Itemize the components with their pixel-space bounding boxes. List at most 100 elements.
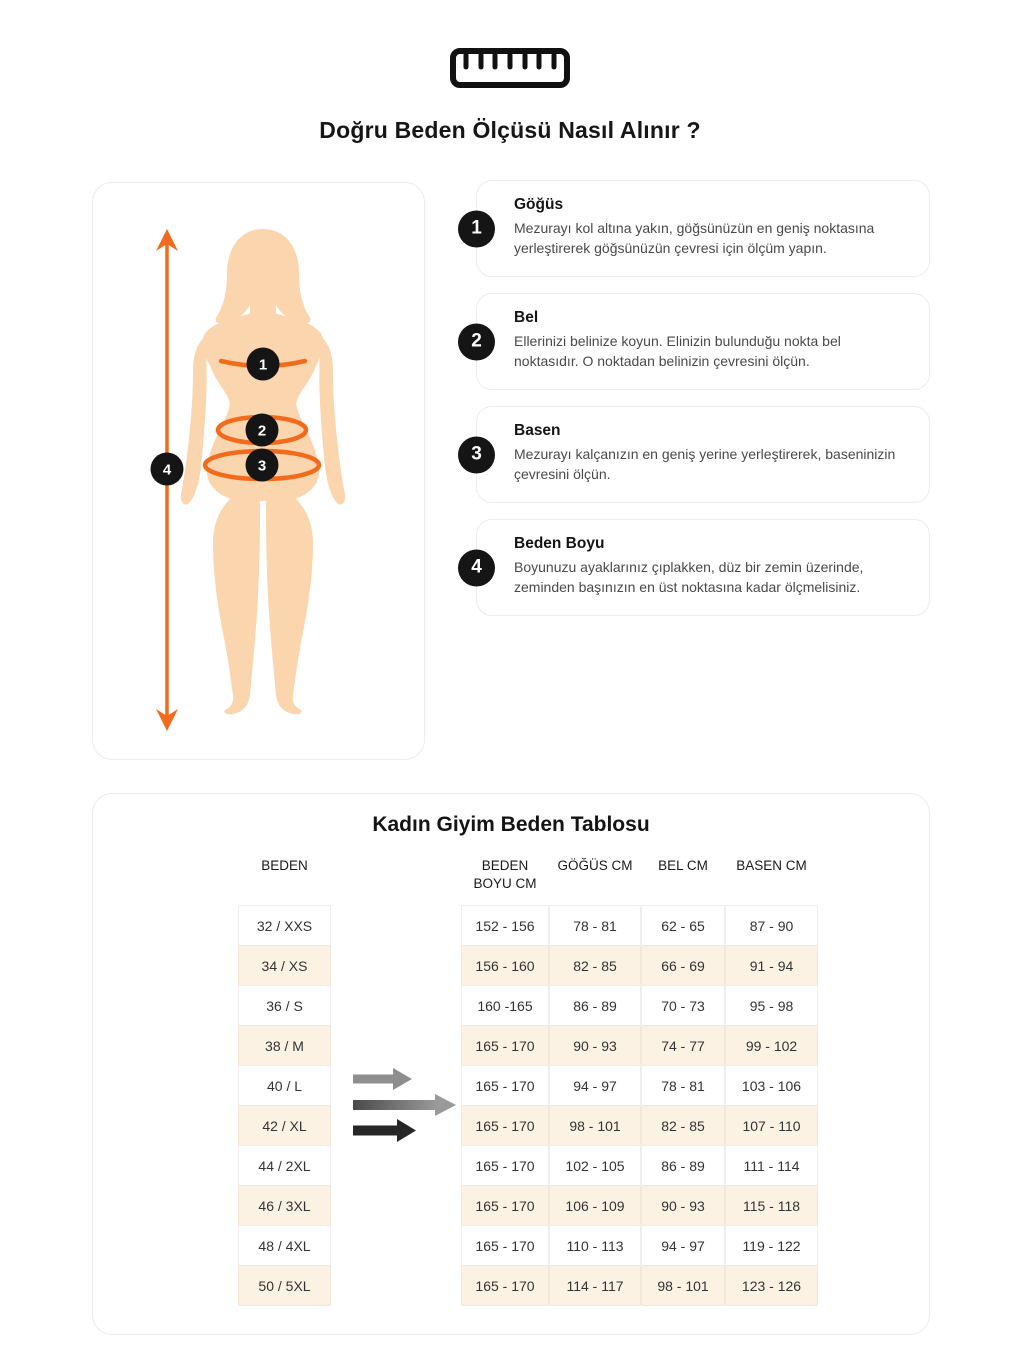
table-cell: 94 - 97 (641, 1225, 725, 1266)
size-table-card: Kadın Giyim Beden Tablosu BEDEN BEDEN BOY… (92, 793, 930, 1335)
table-cell: 78 - 81 (549, 905, 641, 946)
table-cell: 107 - 110 (725, 1105, 818, 1146)
table-cell: 119 - 122 (725, 1225, 818, 1266)
instruction-card: 4 Beden Boyu Boyunuzu ayaklarınız çıplak… (458, 519, 930, 616)
table-cell: 99 - 102 (725, 1025, 818, 1066)
table-rows: 32 / XXS 152 - 156 78 - 81 62 - 65 87 - 90 34… (238, 905, 818, 1306)
table-cell: 87 - 90 (725, 905, 818, 946)
instruction-card: 1 Göğüs Mezurayı kol altına yakın, göğsü… (458, 180, 930, 277)
instruction-card: 3 Basen Mezurayı kalçanızın en geniş yer… (458, 406, 930, 503)
instruction-description: Ellerinizi belinize koyun. Elinizin bulu… (514, 333, 841, 370)
table-cell: 165 - 170 (461, 1225, 549, 1266)
table-cell: 82 - 85 (641, 1105, 725, 1146)
column-header: GÖĞÜS CM (557, 858, 633, 873)
table-cell: 165 - 170 (461, 1185, 549, 1226)
table-cell: 111 - 114 (725, 1145, 818, 1186)
table-row: 42 / XL 165 - 170 98 - 101 82 - 85 107 - 110 (238, 1105, 818, 1146)
table-cell: 98 - 101 (549, 1105, 641, 1146)
table-cell: 103 - 106 (725, 1065, 818, 1106)
page-title: Doğru Beden Ölçüsü Nasıl Alınır ? (319, 117, 701, 143)
table-row: 38 / M 165 - 170 90 - 93 74 - 77 99 - 102 (238, 1025, 818, 1066)
table-row: 34 / XS 156 - 160 82 - 85 66 - 69 91 - 94 (238, 945, 818, 986)
table-cell: 156 - 160 (461, 945, 549, 986)
table-header-row: BEDEN BEDEN BOYU CM GÖĞÜS CM BEL CM BASEN CM (238, 857, 818, 895)
table-row: 48 / 4XL 165 - 170 110 - 113 94 - 97 119 - 1… (238, 1225, 818, 1266)
size-table-title: Kadın Giyim Beden Tablosu (372, 813, 650, 836)
instruction-number-badge: 4 (458, 549, 495, 586)
size-pointer-arrows-icon (351, 1068, 461, 1147)
instruction-description: Mezurayı kol altına yakın, göğsünüzün en… (514, 220, 875, 257)
body-figure-card: 1 2 3 4 (92, 182, 425, 760)
table-cell: 165 - 170 (461, 1025, 549, 1066)
table-cell: 66 - 69 (641, 945, 725, 986)
table-cell: 50 / 5XL (238, 1265, 331, 1306)
table-cell: 38 / M (238, 1025, 331, 1066)
figure-marker-3: 3 (258, 458, 266, 475)
table-cell: 62 - 65 (641, 905, 725, 946)
table-cell: 160 -165 (461, 985, 549, 1026)
table-cell: 95 - 98 (725, 985, 818, 1026)
table-cell: 34 / XS (238, 945, 331, 986)
table-cell: 32 / XXS (238, 905, 331, 946)
table-cell: 102 - 105 (549, 1145, 641, 1186)
table-spacer-cell (331, 1145, 461, 1186)
instruction-title: Göğüs (514, 196, 564, 213)
table-spacer-cell (331, 1225, 461, 1266)
table-row: 50 / 5XL 165 - 170 114 - 117 98 - 101 123 - … (238, 1265, 818, 1306)
figure-marker-2: 2 (258, 423, 266, 440)
table-row: 44 / 2XL 165 - 170 102 - 105 86 - 89 111 - 1… (238, 1145, 818, 1186)
table-cell: 152 - 156 (461, 905, 549, 946)
column-header: BEL CM (658, 858, 708, 873)
instruction-title: Beden Boyu (514, 535, 605, 552)
table-cell: 165 - 170 (461, 1065, 549, 1106)
table-cell: 44 / 2XL (238, 1145, 331, 1186)
table-cell: 90 - 93 (641, 1185, 725, 1226)
table-cell: 123 - 126 (725, 1265, 818, 1306)
table-spacer-cell (331, 905, 461, 946)
table-cell: 40 / L (238, 1065, 331, 1106)
table-cell: 98 - 101 (641, 1265, 725, 1306)
table-cell: 70 - 73 (641, 985, 725, 1026)
column-header: BEDEN BOYU CM (473, 858, 537, 892)
table-cell: 86 - 89 (641, 1145, 725, 1186)
size-table: BEDEN BEDEN BOYU CM GÖĞÜS CM BEL CM BASEN CM… (238, 857, 818, 1306)
instruction-title: Basen (514, 422, 561, 439)
table-row: 36 / S 160 -165 86 - 89 70 - 73 95 - 98 (238, 985, 818, 1026)
table-cell: 46 / 3XL (238, 1185, 331, 1226)
table-cell: 165 - 170 (461, 1265, 549, 1306)
instruction-cards: 1 Göğüs Mezurayı kol altına yakın, göğsü… (458, 180, 930, 616)
table-cell: 106 - 109 (549, 1185, 641, 1226)
instruction-number-badge: 2 (458, 323, 495, 360)
table-cell: 42 / XL (238, 1105, 331, 1146)
figure-marker-4: 4 (163, 462, 172, 479)
table-row: 32 / XXS 152 - 156 78 - 81 62 - 65 87 - 90 (238, 905, 818, 946)
table-cell: 114 - 117 (549, 1265, 641, 1306)
table-spacer-cell (331, 1265, 461, 1306)
table-cell: 91 - 94 (725, 945, 818, 986)
table-cell: 82 - 85 (549, 945, 641, 986)
instruction-card: 2 Bel Ellerinizi belinize koyun. Elinizi… (458, 293, 930, 390)
table-cell: 86 - 89 (549, 985, 641, 1026)
instruction-number-badge: 1 (458, 210, 495, 247)
instruction-title: Bel (514, 309, 539, 326)
ruler-icon (0, 47, 1020, 89)
instruction-description: Boyunuzu ayaklarınız çıplakken, düz bir … (514, 559, 864, 596)
table-spacer-cell (331, 1185, 461, 1226)
table-cell: 90 - 93 (549, 1025, 641, 1066)
column-header: BEDEN (261, 858, 308, 873)
table-cell: 110 - 113 (549, 1225, 641, 1266)
table-cell: 78 - 81 (641, 1065, 725, 1106)
table-cell: 74 - 77 (641, 1025, 725, 1066)
column-header: BASEN CM (736, 858, 807, 873)
figure-marker-1: 1 (259, 357, 267, 374)
table-cell: 165 - 170 (461, 1145, 549, 1186)
table-cell: 115 - 118 (725, 1185, 818, 1226)
body-measurement-figure-icon: 1 2 3 4 (150, 229, 346, 731)
table-cell: 165 - 170 (461, 1105, 549, 1146)
table-spacer-cell (331, 945, 461, 986)
table-row: 46 / 3XL 165 - 170 106 - 109 90 - 93 115 - 1… (238, 1185, 818, 1226)
instruction-number-badge: 3 (458, 436, 495, 473)
table-spacer-cell (331, 985, 461, 1026)
table-cell: 94 - 97 (549, 1065, 641, 1106)
